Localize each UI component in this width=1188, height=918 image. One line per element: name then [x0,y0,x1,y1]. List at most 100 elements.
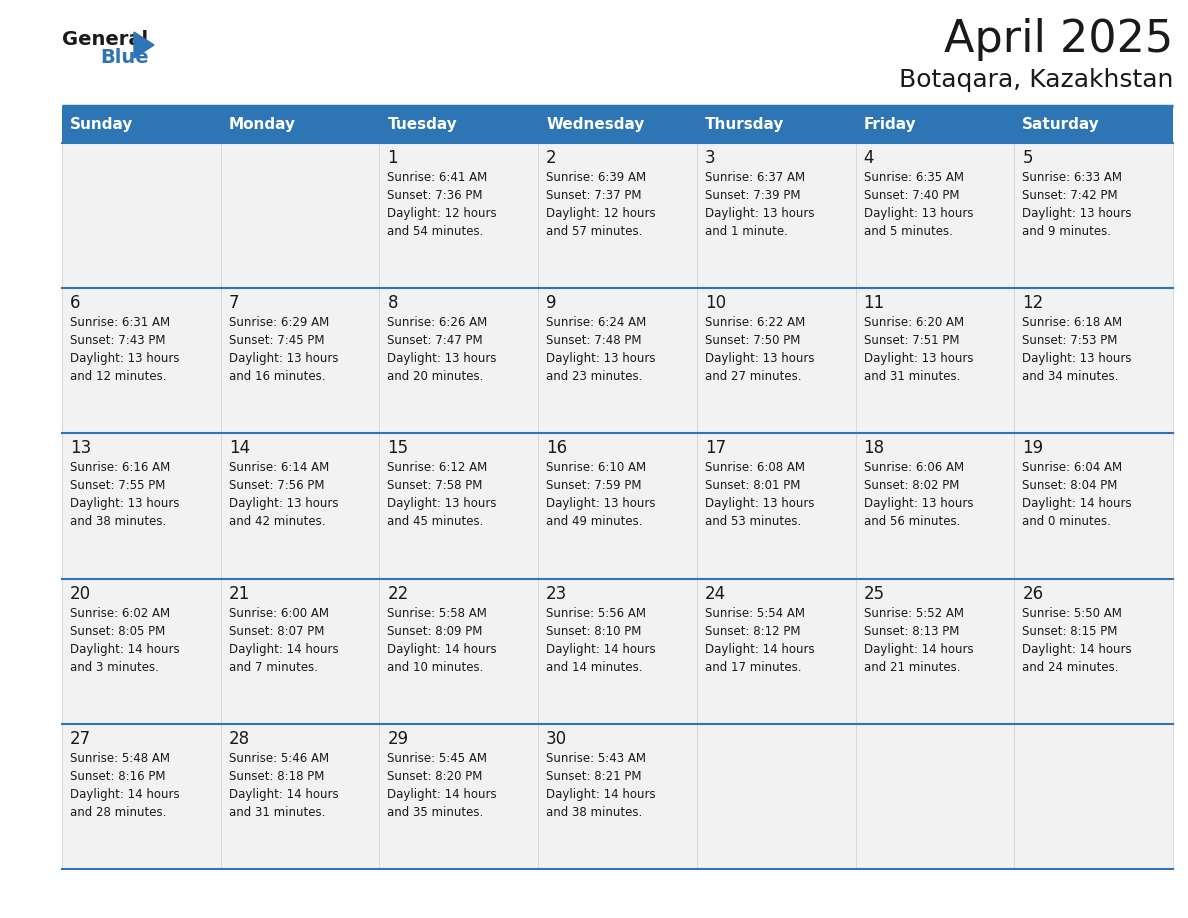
Text: and 1 minute.: and 1 minute. [704,225,788,238]
Bar [221,106,379,143]
Text: Daylight: 13 hours: Daylight: 13 hours [864,353,973,365]
Text: 14: 14 [229,440,249,457]
Text: and 49 minutes.: and 49 minutes. [546,515,643,529]
Text: Daylight: 13 hours: Daylight: 13 hours [864,207,973,220]
Text: Sunrise: 6:02 AM: Sunrise: 6:02 AM [70,607,170,620]
Text: Daylight: 14 hours: Daylight: 14 hours [229,788,339,800]
Text: Sunset: 7:51 PM: Sunset: 7:51 PM [864,334,959,347]
Text: Sunrise: 6:24 AM: Sunrise: 6:24 AM [546,316,646,330]
Text: Sunrise: 6:26 AM: Sunrise: 6:26 AM [387,316,488,330]
Text: Sunset: 8:05 PM: Sunset: 8:05 PM [70,624,165,638]
Text: and 16 minutes.: and 16 minutes. [229,370,326,383]
Text: 1: 1 [387,149,398,167]
Bar [221,578,379,723]
Text: 18: 18 [864,440,885,457]
Polygon shape [134,32,154,58]
Text: Sunrise: 6:22 AM: Sunrise: 6:22 AM [704,316,805,330]
Text: Daylight: 12 hours: Daylight: 12 hours [546,207,656,220]
Text: 28: 28 [229,730,249,748]
Text: and 45 minutes.: and 45 minutes. [387,515,484,529]
Text: Sunset: 8:07 PM: Sunset: 8:07 PM [229,624,324,638]
Text: Sunrise: 6:20 AM: Sunrise: 6:20 AM [864,316,963,330]
Text: Sunset: 8:09 PM: Sunset: 8:09 PM [387,624,482,638]
Text: 3: 3 [704,149,715,167]
Text: Sunset: 7:40 PM: Sunset: 7:40 PM [864,189,959,202]
Text: 23: 23 [546,585,568,602]
Text: Daylight: 14 hours: Daylight: 14 hours [546,788,656,800]
Text: Sunset: 7:56 PM: Sunset: 7:56 PM [229,479,324,492]
Text: Sunset: 7:45 PM: Sunset: 7:45 PM [229,334,324,347]
Text: and 31 minutes.: and 31 minutes. [864,370,960,383]
Bar [1015,723,1173,869]
Text: Daylight: 14 hours: Daylight: 14 hours [70,788,179,800]
Text: Sunrise: 6:29 AM: Sunrise: 6:29 AM [229,316,329,330]
Bar [1015,106,1173,143]
Text: Sunrise: 6:33 AM: Sunrise: 6:33 AM [1023,171,1123,184]
Text: Daylight: 14 hours: Daylight: 14 hours [229,643,339,655]
Text: Daylight: 13 hours: Daylight: 13 hours [546,353,656,365]
Bar [62,578,221,723]
Text: Daylight: 13 hours: Daylight: 13 hours [864,498,973,510]
Text: Daylight: 13 hours: Daylight: 13 hours [1023,207,1132,220]
Text: 21: 21 [229,585,249,602]
Text: Sunset: 8:16 PM: Sunset: 8:16 PM [70,770,165,783]
Text: Sunrise: 5:58 AM: Sunrise: 5:58 AM [387,607,487,620]
Text: Daylight: 13 hours: Daylight: 13 hours [70,498,179,510]
Text: Sunset: 8:02 PM: Sunset: 8:02 PM [864,479,959,492]
Bar [221,723,379,869]
Text: Daylight: 13 hours: Daylight: 13 hours [704,207,814,220]
Text: and 56 minutes.: and 56 minutes. [864,515,960,529]
Text: 26: 26 [1023,585,1043,602]
Text: 11: 11 [864,294,885,312]
Text: Sunset: 7:43 PM: Sunset: 7:43 PM [70,334,165,347]
Text: 7: 7 [229,294,239,312]
Text: 17: 17 [704,440,726,457]
Text: and 54 minutes.: and 54 minutes. [387,225,484,238]
Text: Sunrise: 5:48 AM: Sunrise: 5:48 AM [70,752,170,765]
Bar [855,578,1015,723]
Text: 19: 19 [1023,440,1043,457]
Text: Daylight: 13 hours: Daylight: 13 hours [546,498,656,510]
Bar [379,143,538,288]
Text: Monday: Monday [229,117,296,132]
Text: and 9 minutes.: and 9 minutes. [1023,225,1111,238]
Text: 15: 15 [387,440,409,457]
Bar [379,723,538,869]
Bar [379,106,538,143]
Text: and 5 minutes.: and 5 minutes. [864,225,953,238]
Text: and 14 minutes.: and 14 minutes. [546,661,643,674]
Text: and 38 minutes.: and 38 minutes. [546,806,643,819]
Bar [697,106,855,143]
Bar [379,578,538,723]
Bar [1015,288,1173,433]
Text: Daylight: 13 hours: Daylight: 13 hours [704,498,814,510]
Text: Sunrise: 6:14 AM: Sunrise: 6:14 AM [229,462,329,475]
Text: 29: 29 [387,730,409,748]
Text: Thursday: Thursday [704,117,784,132]
Bar [1015,578,1173,723]
Text: Sunrise: 5:45 AM: Sunrise: 5:45 AM [387,752,487,765]
Text: Daylight: 14 hours: Daylight: 14 hours [1023,643,1132,655]
Text: Sunset: 7:58 PM: Sunset: 7:58 PM [387,479,482,492]
Text: General: General [62,30,148,49]
Bar [697,578,855,723]
Text: Daylight: 13 hours: Daylight: 13 hours [1023,353,1132,365]
Text: Sunset: 8:20 PM: Sunset: 8:20 PM [387,770,482,783]
Bar [855,723,1015,869]
Bar [62,433,221,578]
Text: Daylight: 14 hours: Daylight: 14 hours [1023,498,1132,510]
Text: Sunrise: 6:39 AM: Sunrise: 6:39 AM [546,171,646,184]
Text: Sunset: 7:53 PM: Sunset: 7:53 PM [1023,334,1118,347]
Text: Sunset: 8:01 PM: Sunset: 8:01 PM [704,479,801,492]
Text: Daylight: 13 hours: Daylight: 13 hours [387,353,497,365]
Text: and 24 minutes.: and 24 minutes. [1023,661,1119,674]
Text: 8: 8 [387,294,398,312]
Text: Saturday: Saturday [1023,117,1100,132]
Text: Daylight: 13 hours: Daylight: 13 hours [704,353,814,365]
Bar [538,288,697,433]
Text: Blue: Blue [100,48,148,67]
Text: Sunset: 7:37 PM: Sunset: 7:37 PM [546,189,642,202]
Text: Botaqara, Kazakhstan: Botaqara, Kazakhstan [898,68,1173,92]
Bar [1015,433,1173,578]
Text: Sunset: 8:21 PM: Sunset: 8:21 PM [546,770,642,783]
